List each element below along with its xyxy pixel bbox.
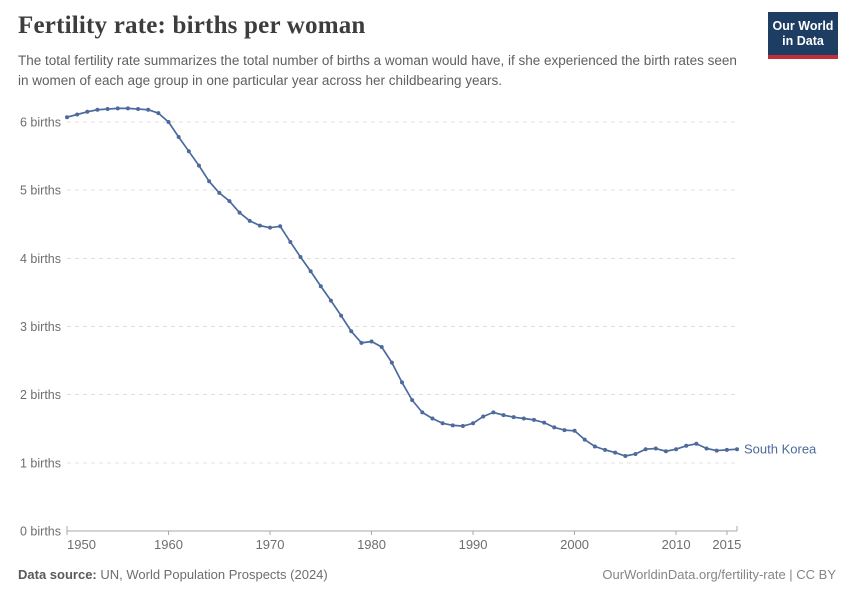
data-source: Data source: UN, World Population Prospe… [18,567,328,582]
owid-license-link[interactable]: OurWorldinData.org/fertility-rate | CC B… [602,567,836,582]
data-source-label: Data source: [18,567,97,582]
data-point-1964[interactable] [207,179,212,184]
x-axis-label-2010: 2010 [662,537,691,552]
data-point-2012[interactable] [694,441,699,446]
data-point-1976[interactable] [328,298,333,303]
y-axis-label-3: 3 births [20,320,61,334]
data-point-2000[interactable] [572,428,577,433]
entity-label-south-korea[interactable]: South Korea [744,442,817,457]
data-point-2001[interactable] [582,437,587,442]
data-point-1980[interactable] [369,339,374,344]
data-point-1992[interactable] [491,410,496,415]
data-point-1987[interactable] [440,421,445,426]
x-axis-label-1970: 1970 [256,537,285,552]
data-point-1975[interactable] [318,284,323,289]
data-point-1969[interactable] [257,223,262,228]
data-point-1991[interactable] [481,414,486,419]
data-point-2009[interactable] [663,449,668,454]
data-point-1955[interactable] [115,106,120,111]
data-point-1950[interactable] [65,115,69,120]
data-point-1962[interactable] [186,149,191,154]
x-axis-label-2015: 2015 [712,537,741,552]
data-point-1951[interactable] [75,112,80,117]
data-point-2015[interactable] [724,447,729,452]
data-point-2007[interactable] [643,447,648,452]
data-point-1981[interactable] [379,344,384,349]
data-point-1953[interactable] [95,107,100,112]
data-point-2003[interactable] [603,447,608,452]
data-point-1973[interactable] [298,254,303,259]
data-point-1972[interactable] [288,239,293,244]
data-point-1960[interactable] [166,120,171,124]
data-point-2008[interactable] [653,446,658,451]
x-axis-label-1960: 1960 [154,537,183,552]
data-point-1996[interactable] [531,417,536,422]
data-point-1993[interactable] [501,413,506,418]
data-point-1961[interactable] [176,134,181,139]
data-point-2013[interactable] [704,446,709,451]
owid-logo-line2: in Data [782,34,824,48]
data-point-1997[interactable] [542,420,547,425]
y-axis-label-5: 5 births [20,184,61,198]
data-point-1984[interactable] [410,398,415,403]
owid-logo-red-bar [768,55,838,59]
data-point-1994[interactable] [511,415,516,420]
data-point-1990[interactable] [471,421,476,426]
data-point-1998[interactable] [552,425,557,430]
data-point-1966[interactable] [227,199,232,204]
data-point-1979[interactable] [359,340,364,345]
data-point-1986[interactable] [430,416,435,421]
data-point-1970[interactable] [268,225,273,230]
y-axis-label-2: 2 births [20,388,61,402]
data-point-1995[interactable] [521,416,526,421]
data-point-1988[interactable] [450,423,455,428]
data-source-value: UN, World Population Prospects (2024) [96,567,328,582]
x-axis-label-1980: 1980 [357,537,386,552]
data-point-1959[interactable] [156,111,161,116]
data-point-1971[interactable] [278,224,283,229]
data-point-1957[interactable] [136,107,141,112]
data-point-2006[interactable] [633,451,638,456]
data-point-2002[interactable] [592,444,597,449]
data-point-2014[interactable] [714,448,719,453]
data-point-1977[interactable] [339,313,344,318]
chart-title: Fertility rate: births per woman [18,12,366,39]
x-axis-label-1990: 1990 [459,537,488,552]
x-axis-label-1950: 1950 [67,537,96,552]
chart-footer: Data source: UN, World Population Prospe… [18,567,836,582]
data-point-1983[interactable] [400,380,404,385]
y-axis-label-1: 1 births [20,456,61,470]
data-point-1965[interactable] [217,190,222,195]
data-point-1954[interactable] [105,107,110,112]
data-point-2010[interactable] [674,447,679,452]
data-point-2016[interactable] [735,447,739,452]
chart-subtitle: The total fertility rate summarizes the … [18,53,737,88]
y-axis-label-6: 6 births [20,116,61,130]
owid-logo-text: Our World in Data [768,12,838,55]
data-point-1963[interactable] [196,163,201,168]
series-line-south-korea[interactable] [66,107,738,457]
data-point-1974[interactable] [308,269,313,274]
y-axis-label-0: 0 births [20,525,61,539]
data-point-1982[interactable] [389,360,394,365]
x-axis-label-2000: 2000 [560,537,589,552]
data-point-1967[interactable] [237,210,242,215]
data-point-1999[interactable] [562,428,567,433]
data-point-1958[interactable] [146,107,151,112]
data-point-1952[interactable] [85,109,90,114]
owid-logo[interactable]: Our World in Data [768,12,838,59]
y-axis-label-4: 4 births [20,252,61,266]
data-point-2004[interactable] [613,450,618,455]
data-point-1956[interactable] [125,106,130,111]
data-point-1989[interactable] [460,424,465,429]
data-point-2005[interactable] [623,454,628,459]
data-point-1985[interactable] [420,410,425,415]
data-point-2011[interactable] [684,443,689,448]
data-point-1968[interactable] [247,218,252,223]
data-point-1978[interactable] [349,329,354,334]
owid-logo-line1: Our World [772,19,834,33]
